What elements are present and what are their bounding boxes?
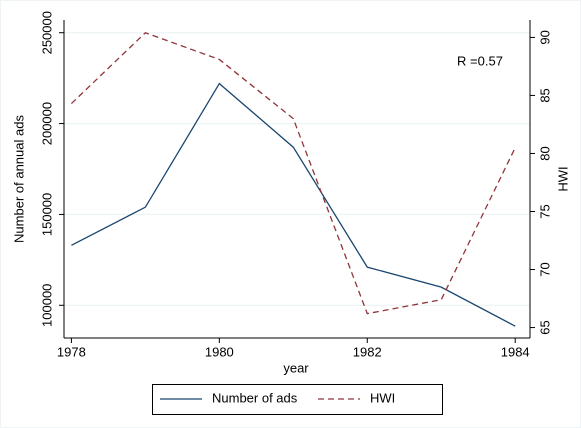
y2-tick-label: 80 <box>537 146 552 160</box>
annotation: R =0.57 <box>457 53 503 68</box>
x-axis-label: year <box>283 360 309 375</box>
y-tick-label: 200000 <box>39 102 54 145</box>
y2-tick-label: 85 <box>537 88 552 102</box>
y2-tick-label: 65 <box>537 320 552 334</box>
x-tick-label: 1982 <box>353 344 382 359</box>
y-axis-label: Number of annual ads <box>11 115 26 243</box>
y2-tick-label: 75 <box>537 204 552 218</box>
legend-label: HWI <box>370 390 395 405</box>
y2-tick-label: 70 <box>537 262 552 276</box>
series-line <box>70 32 516 315</box>
y-tick-label: 250000 <box>39 11 54 54</box>
x-tick-label: 1984 <box>501 344 530 359</box>
y-tick-label: 100000 <box>39 284 54 327</box>
legend-label: Number of ads <box>212 390 298 405</box>
x-tick-label: 1978 <box>57 344 86 359</box>
series-line <box>71 82 516 327</box>
y-tick-label: 150000 <box>39 193 54 236</box>
y2-axis-label: HWI <box>555 166 570 191</box>
x-tick-label: 1980 <box>205 344 234 359</box>
y2-tick-label: 90 <box>537 30 552 44</box>
